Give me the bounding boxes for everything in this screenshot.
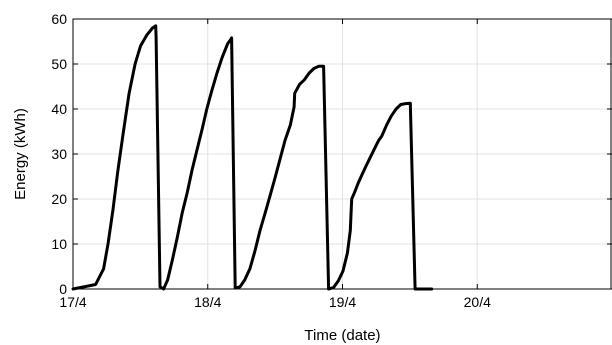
y-tick-label: 50 [51, 56, 67, 72]
x-axis-label: Time (date) [304, 327, 380, 344]
y-tick-label: 60 [51, 11, 67, 27]
x-tick-label: 17/4 [59, 294, 86, 310]
tick-labels: 0 10 20 30 40 50 60 17/4 18/4 19/4 20/4 [51, 11, 491, 310]
y-tick-label: 0 [59, 281, 67, 297]
y-tick-label: 30 [51, 146, 67, 162]
y-tick-label: 10 [51, 236, 67, 252]
y-tick-label: 40 [51, 101, 67, 117]
y-tick-label: 20 [51, 191, 67, 207]
series-line-0 [71, 24, 434, 291]
series-layer [71, 24, 434, 291]
grid-lines [72, 18, 612, 290]
plot-frame [72, 18, 612, 290]
x-tick-label: 18/4 [194, 294, 221, 310]
x-tick-label: 20/4 [464, 294, 491, 310]
y-axis-label: Energy (kWh) [12, 108, 29, 200]
x-tick-label: 19/4 [329, 294, 356, 310]
